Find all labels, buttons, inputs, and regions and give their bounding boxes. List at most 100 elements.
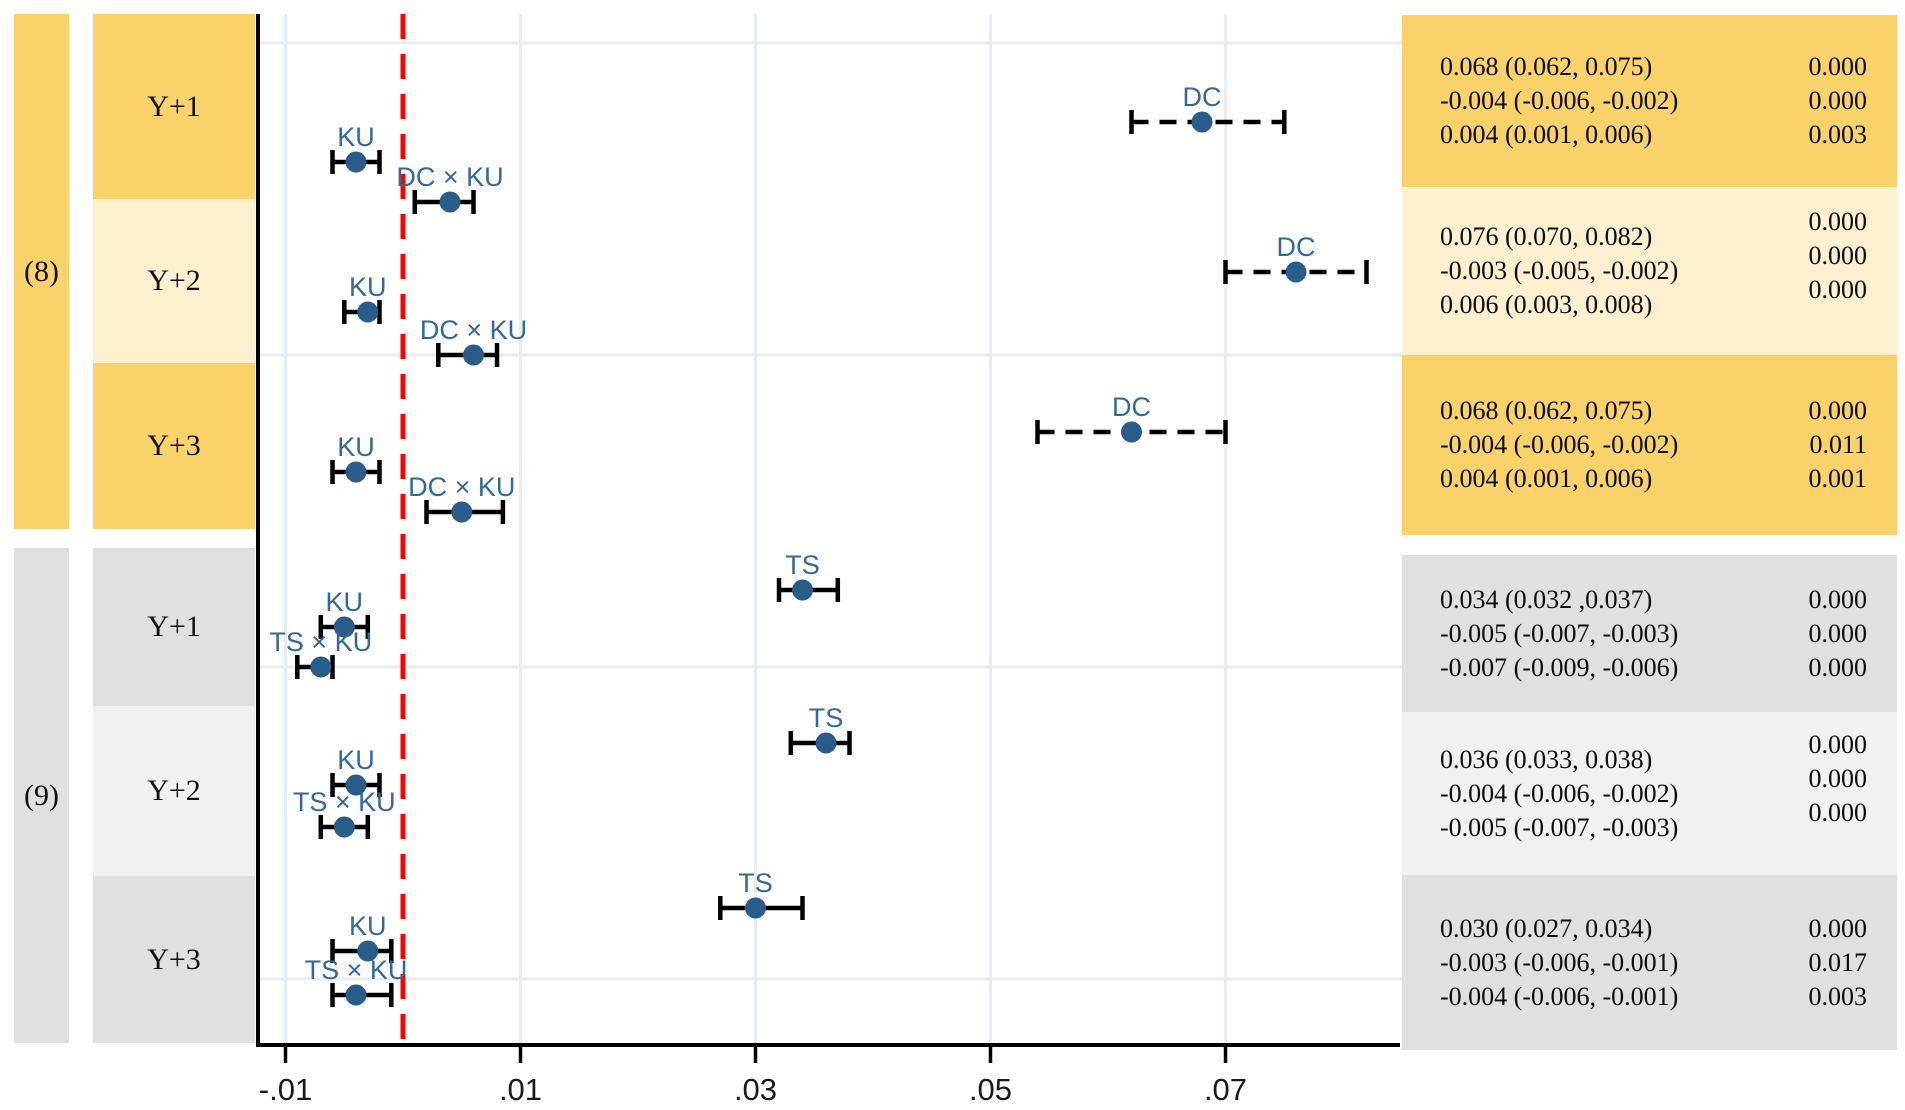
stat-line: 0.030 (0.027, 0.034) 0.000 — [1402, 912, 1897, 946]
point-marker — [1285, 261, 1307, 283]
p-value: 0.000 — [1808, 241, 1868, 270]
row-label-8-y3: Y+3 — [93, 363, 255, 529]
estimate-ci-text: -0.003 (-0.006, -0.001) — [1440, 947, 1679, 977]
coef-point-(9)-Y+3-KU: KU — [330, 911, 394, 963]
p-value: 0.000 — [1808, 797, 1868, 827]
stat-line: -0.004 (-0.006, -0.002) 0.000 — [1402, 84, 1897, 118]
estimate-ci-text: 0.068 (0.062, 0.075) — [1440, 52, 1653, 81]
row-label-text: Y+3 — [147, 429, 201, 462]
point-label: KU — [337, 122, 375, 152]
estimate-ci-text: -0.003 (-0.005, -0.002) — [1440, 256, 1679, 285]
stat-line: 0.068 (0.062, 0.075) 0.000 — [1402, 50, 1897, 84]
stat-line: 0.006 (0.003, 0.008) 0.000 — [1402, 275, 1897, 322]
point-label: KU — [326, 587, 364, 617]
point-label: TS × KU — [305, 955, 408, 985]
estimate-ci-text: 0.076 (0.070, 0.082) — [1440, 222, 1653, 251]
stat-line: -0.004 (-0.006, -0.002) 0.000 — [1402, 764, 1897, 811]
p-value: 0.000 — [1808, 207, 1868, 236]
coef-point-(8)-Y+1-DC: DC — [1129, 82, 1287, 134]
estimate-ci-text: -0.005 (-0.007, -0.003) — [1440, 812, 1679, 842]
stat-line: 0.004 (0.001, 0.006) 0.001 — [1402, 462, 1897, 496]
stats-panel-9-y3: 0.030 (0.027, 0.034) 0.000 -0.003 (-0.006… — [1402, 875, 1897, 1050]
estimate-ci-text: -0.004 (-0.006, -0.002) — [1440, 778, 1679, 808]
point-label: DC — [1183, 82, 1222, 112]
point-label: KU — [349, 911, 387, 941]
stats-panel-9-y2: 0.036 (0.033, 0.038) 0.000 -0.004 (-0.006… — [1402, 712, 1897, 875]
coef-point-(9)-Y+1-TS × KU: TS × KU — [269, 627, 372, 679]
stats-panel-8-y3: 0.068 (0.062, 0.075) 0.000 -0.004 (-0.006… — [1402, 355, 1897, 535]
point-label: DC × KU — [396, 162, 503, 192]
point-marker — [1121, 421, 1142, 443]
point-marker — [345, 151, 367, 173]
group-column-8: (8) — [14, 14, 69, 529]
point-marker — [333, 616, 355, 638]
point-marker — [345, 461, 367, 483]
point-marker — [357, 940, 379, 962]
coef-point-(8)-Y+2-DC: DC — [1223, 232, 1369, 284]
stat-line: 0.068 (0.062, 0.075) 0.000 — [1402, 394, 1897, 428]
point-marker — [463, 344, 484, 366]
stats-panel-8-y2: 0.076 (0.070, 0.082) 0.000 -0.003 (-0.005… — [1402, 187, 1897, 355]
p-value: 0.000 — [1808, 763, 1868, 793]
p-value: 0.000 — [1808, 729, 1868, 759]
coef-point-(8)-Y+2-KU: KU — [342, 272, 387, 324]
row-label-9-y3: Y+3 — [93, 876, 255, 1043]
stats-panel-9-y1: 0.034 (0.032 ,0.037) 0.000 -0.005 (-0.007… — [1402, 555, 1897, 712]
point-marker — [310, 656, 332, 678]
row-label-text: Y+1 — [147, 89, 201, 123]
p-value: 0.000 — [1808, 618, 1868, 648]
estimate-ci-text: -0.004 (-0.006, -0.002) — [1440, 430, 1679, 459]
group-label-9: (9) — [24, 778, 59, 812]
row-label-8-y1: Y+1 — [93, 14, 255, 199]
point-marker — [792, 579, 813, 601]
p-value: 0.000 — [1808, 913, 1868, 943]
stat-line: -0.003 (-0.006, -0.001) 0.017 — [1402, 946, 1897, 980]
p-value: 0.011 — [1809, 430, 1867, 459]
point-label: TS — [738, 868, 773, 898]
p-value: 0.017 — [1808, 947, 1868, 977]
coef-point-(9)-Y+3-TS × KU: TS × KU — [305, 955, 408, 1007]
coef-point-(8)-Y+3-DC × KU: DC × KU — [408, 472, 515, 524]
p-value: 0.000 — [1808, 86, 1868, 115]
coef-point-(8)-Y+2-DC × KU: DC × KU — [420, 315, 527, 367]
estimate-ci-text: 0.004 (0.001, 0.006) — [1440, 464, 1653, 493]
p-value: 0.000 — [1808, 396, 1868, 425]
point-marker — [345, 984, 367, 1006]
row-label-text: Y+2 — [147, 774, 201, 807]
p-value: 0.000 — [1808, 584, 1868, 614]
p-value: 0.000 — [1808, 652, 1868, 682]
group-label-8: (8) — [24, 254, 59, 288]
p-value: 0.003 — [1808, 981, 1868, 1011]
estimate-ci-text: 0.034 (0.032 ,0.037) — [1440, 584, 1653, 614]
x-tick-label: .03 — [734, 1072, 777, 1107]
point-marker — [333, 816, 355, 838]
point-marker — [1191, 111, 1213, 133]
coef-point-(9)-Y+2-KU: KU — [330, 745, 382, 797]
stat-line: -0.003 (-0.005, -0.002) 0.000 — [1402, 241, 1897, 288]
estimate-ci-text: -0.004 (-0.006, -0.002) — [1440, 86, 1679, 115]
x-tick-label: .07 — [1204, 1072, 1247, 1107]
group-column-9: (9) — [14, 548, 69, 1043]
point-label: TS — [809, 703, 844, 733]
point-marker — [815, 732, 837, 754]
point-label: TS — [785, 550, 820, 580]
stat-line: -0.004 (-0.006, -0.001) 0.003 — [1402, 980, 1897, 1014]
coef-point-(9)-Y+1-KU: KU — [318, 587, 371, 639]
p-value: 0.001 — [1808, 464, 1868, 493]
point-marker — [451, 501, 473, 523]
estimate-ci-text: -0.005 (-0.007, -0.003) — [1440, 618, 1679, 648]
p-value: 0.000 — [1808, 52, 1868, 81]
point-marker — [439, 191, 461, 213]
point-label: TS × KU — [293, 787, 396, 817]
p-value: 0.000 — [1808, 275, 1868, 304]
estimate-ci-text: 0.006 (0.003, 0.008) — [1440, 290, 1653, 319]
point-label: DC × KU — [420, 315, 527, 345]
stat-line: -0.005 (-0.007, -0.003) 0.000 — [1402, 617, 1897, 651]
row-label-text: Y+2 — [147, 264, 201, 297]
stats-panel-8-y1: 0.068 (0.062, 0.075) 0.000 -0.004 (-0.006… — [1402, 15, 1897, 187]
x-tick-label: -.01 — [259, 1072, 312, 1107]
point-label: KU — [337, 745, 375, 775]
estimate-ci-text: -0.007 (-0.009, -0.006) — [1440, 652, 1679, 682]
